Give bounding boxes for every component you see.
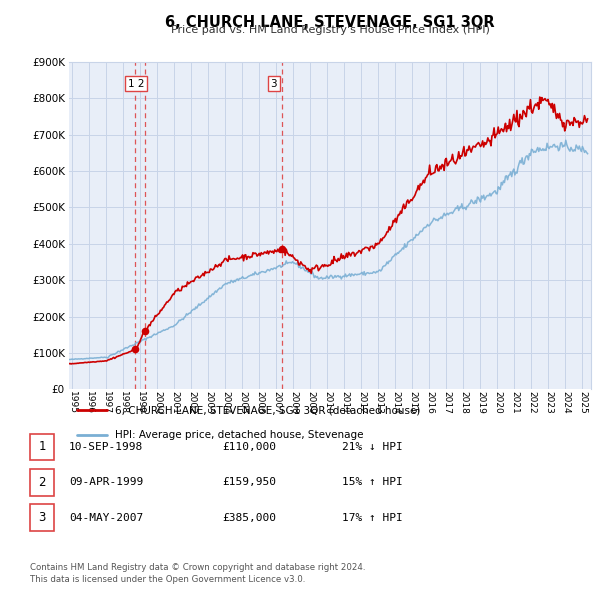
Text: 3: 3 [38, 511, 46, 525]
Text: 04-MAY-2007: 04-MAY-2007 [69, 513, 143, 523]
Text: 6, CHURCH LANE, STEVENAGE, SG1 3QR (detached house): 6, CHURCH LANE, STEVENAGE, SG1 3QR (deta… [115, 405, 420, 415]
Text: Contains HM Land Registry data © Crown copyright and database right 2024.
This d: Contains HM Land Registry data © Crown c… [30, 563, 365, 584]
Text: £385,000: £385,000 [222, 513, 276, 523]
Text: Price paid vs. HM Land Registry's House Price Index (HPI): Price paid vs. HM Land Registry's House … [170, 25, 490, 35]
Text: £159,950: £159,950 [222, 477, 276, 487]
Text: 15% ↑ HPI: 15% ↑ HPI [342, 477, 403, 487]
Text: HPI: Average price, detached house, Stevenage: HPI: Average price, detached house, Stev… [115, 430, 364, 440]
Text: 3: 3 [271, 79, 277, 88]
Text: 2: 2 [38, 476, 46, 489]
Text: 17% ↑ HPI: 17% ↑ HPI [342, 513, 403, 523]
Text: 1: 1 [38, 440, 46, 454]
Text: 6, CHURCH LANE, STEVENAGE, SG1 3QR: 6, CHURCH LANE, STEVENAGE, SG1 3QR [165, 15, 495, 30]
Text: 1 2: 1 2 [128, 79, 145, 88]
Text: 10-SEP-1998: 10-SEP-1998 [69, 442, 143, 452]
Text: 21% ↓ HPI: 21% ↓ HPI [342, 442, 403, 452]
Text: £110,000: £110,000 [222, 442, 276, 452]
Text: 09-APR-1999: 09-APR-1999 [69, 477, 143, 487]
